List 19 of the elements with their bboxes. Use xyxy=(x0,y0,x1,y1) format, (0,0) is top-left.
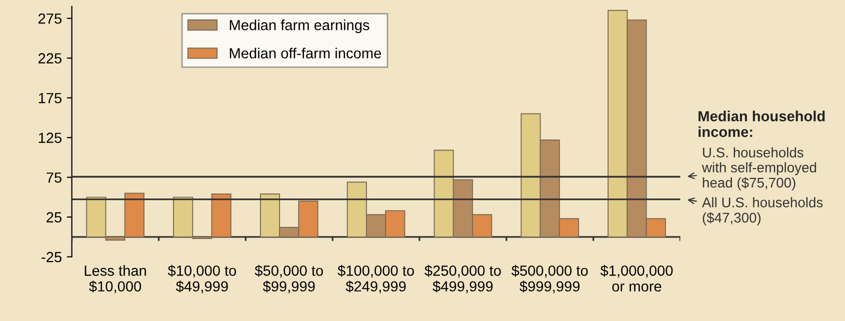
legend-label: Median farm earnings xyxy=(230,20,370,34)
x-tick-label: $10,000 to $49,999 xyxy=(168,264,236,294)
text: Median household income: xyxy=(698,110,825,138)
x-tick-label: Less than $10,000 xyxy=(84,265,146,294)
ref-line-label: All U.S. households ($47,300) xyxy=(702,197,823,226)
x-tick-label: $500,000 to $999,999 xyxy=(511,264,588,294)
y-tick-label: 25 xyxy=(46,212,62,222)
legend-label: Median off-farm income xyxy=(230,48,382,58)
x-tick-label: $50,000 to $99,999 xyxy=(254,264,323,294)
y-tick-label: 175 xyxy=(38,93,62,104)
y-tick-label: 125 xyxy=(38,132,62,143)
y-tick-label: 275 xyxy=(38,13,62,24)
y-tick-label: 225 xyxy=(38,53,62,64)
y-tick-label: 75 xyxy=(46,172,62,183)
x-tick-label: $1,000,000 or more xyxy=(600,264,673,292)
x-tick-label: $100,000 to $249,999 xyxy=(338,264,414,294)
y-tick-label: -25 xyxy=(42,252,62,262)
x-tick-label: $250,000 to $499,999 xyxy=(424,264,501,294)
ref-line-label: U.S. households with self-employed head ($75,700) xyxy=(702,147,816,190)
